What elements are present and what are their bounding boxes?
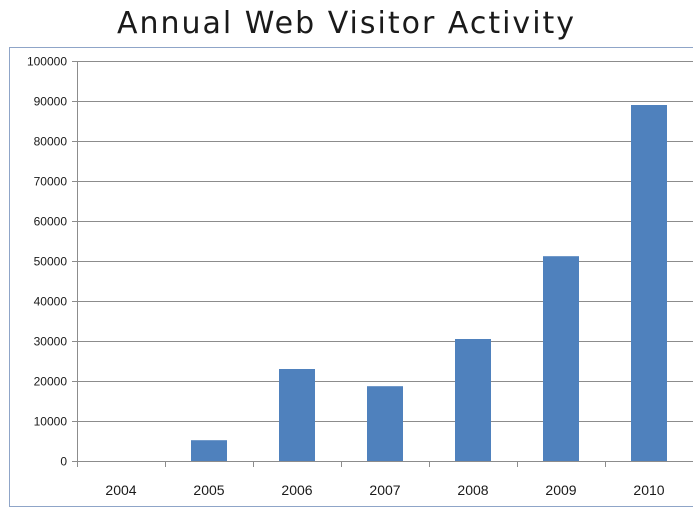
- gridlines: [77, 62, 693, 422]
- x-tick-label: 2008: [457, 482, 488, 498]
- y-tick-label: 10000: [34, 415, 68, 429]
- bar-2008: [455, 339, 491, 461]
- x-tick-label: 2006: [281, 482, 312, 498]
- x-tick-labels: 2004 2005 2006 2007 2008 2009 2010: [105, 482, 664, 498]
- x-tick-label: 2009: [545, 482, 576, 498]
- y-tick-label: 50000: [34, 255, 68, 269]
- x-tick-label: 2005: [193, 482, 224, 498]
- bar-2006: [279, 369, 315, 461]
- bar-2009: [543, 256, 579, 461]
- y-tick-label: 0: [60, 455, 67, 469]
- y-tick-label: 20000: [34, 375, 68, 389]
- bar-2010: [631, 105, 667, 461]
- y-tick-label: 90000: [34, 95, 68, 109]
- x-tick-label: 2007: [369, 482, 400, 498]
- y-tick-label: 40000: [34, 295, 68, 309]
- x-tick-label: 2010: [633, 482, 664, 498]
- y-tick-label: 70000: [34, 175, 68, 189]
- bars: [191, 105, 667, 461]
- y-tick-labels: 0 10000 20000 30000 40000 50000 60000 70000 8000…: [27, 55, 67, 469]
- bar-2005: [191, 440, 227, 461]
- x-tick-label: 2004: [105, 482, 136, 498]
- bar-2007: [367, 386, 403, 461]
- y-tick-label: 80000: [34, 135, 68, 149]
- y-tick-label: 60000: [34, 215, 68, 229]
- y-tick-label: 100000: [27, 55, 67, 69]
- y-tick-label: 30000: [34, 335, 68, 349]
